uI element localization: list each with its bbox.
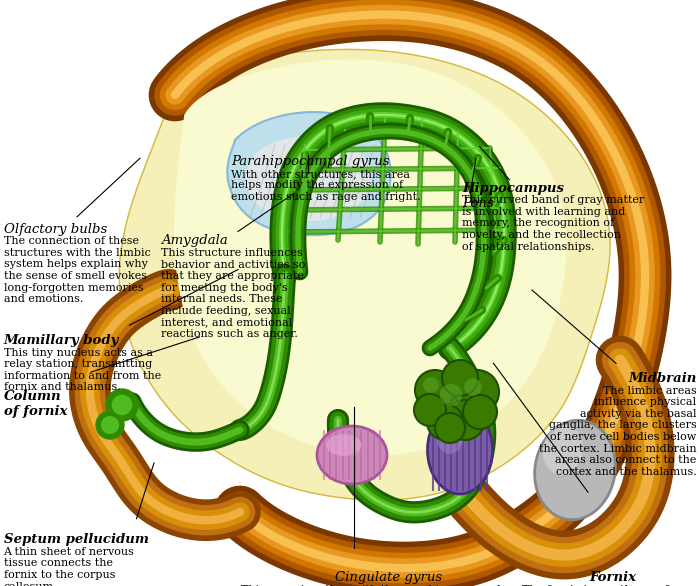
Circle shape	[440, 384, 462, 406]
Polygon shape	[246, 137, 370, 220]
Polygon shape	[228, 112, 391, 235]
Text: With other structures, this area
helps modify the expression of
emotions such as: With other structures, this area helps m…	[231, 169, 421, 202]
Text: This area, together with the parahippocampal gyrus
and the olfactory bulbs, comp: This area, together with the parahippoca…	[240, 585, 537, 586]
Text: The limbic areas
influence physical
activity via the basal
ganglia, the large cl: The limbic areas influence physical acti…	[539, 386, 696, 477]
Circle shape	[464, 378, 482, 396]
Text: This tiny nucleus acts as a
relay station, transmitting
information to and from : This tiny nucleus acts as a relay statio…	[4, 347, 161, 392]
Circle shape	[106, 389, 138, 421]
Text: Olfactory bulbs: Olfactory bulbs	[4, 223, 106, 236]
Circle shape	[415, 370, 455, 410]
Ellipse shape	[436, 416, 464, 454]
Circle shape	[445, 400, 485, 440]
Polygon shape	[119, 49, 610, 500]
Text: Amygdala: Amygdala	[161, 234, 228, 247]
Text: This structure influences
behavior and activities so
that they are appropriate
f: This structure influences behavior and a…	[161, 248, 305, 339]
Circle shape	[455, 370, 499, 414]
Ellipse shape	[535, 420, 615, 520]
Text: The fornix is a pathway of nerve
fibers that transmits information
from the hipp: The fornix is a pathway of nerve fibers …	[519, 585, 700, 586]
Circle shape	[102, 417, 118, 434]
Ellipse shape	[317, 426, 387, 484]
Text: The connection of these
structures with the limbic
system helps explain why
the : The connection of these structures with …	[4, 236, 150, 304]
Ellipse shape	[428, 396, 493, 416]
Circle shape	[414, 394, 446, 426]
Text: Fornix: Fornix	[589, 571, 636, 584]
Text: Mamillary body: Mamillary body	[4, 334, 119, 347]
Circle shape	[463, 395, 497, 429]
Ellipse shape	[428, 406, 493, 494]
Text: Parahippocampal gyrus: Parahippocampal gyrus	[231, 155, 389, 168]
Ellipse shape	[326, 434, 361, 456]
Circle shape	[427, 372, 483, 428]
Circle shape	[113, 396, 132, 415]
Polygon shape	[175, 60, 566, 455]
Text: Hippocampus: Hippocampus	[462, 182, 564, 195]
Text: Septum pellucidum: Septum pellucidum	[4, 533, 148, 546]
Text: Cingulate gyrus: Cingulate gyrus	[335, 571, 442, 584]
Circle shape	[427, 404, 463, 440]
Ellipse shape	[542, 425, 583, 475]
Text: Column
of fornix: Column of fornix	[4, 390, 67, 418]
Circle shape	[96, 411, 124, 439]
Circle shape	[423, 377, 439, 393]
Text: Midbrain: Midbrain	[628, 372, 696, 385]
Text: This curved band of gray matter
is involved with learning and
memory, the recogn: This curved band of gray matter is invol…	[462, 195, 644, 251]
Text: Pons: Pons	[462, 197, 493, 210]
Circle shape	[435, 413, 465, 443]
Circle shape	[442, 360, 478, 396]
Text: A thin sheet of nervous
tissue connects the
fornix to the corpus
callosum.: A thin sheet of nervous tissue connects …	[4, 547, 134, 586]
